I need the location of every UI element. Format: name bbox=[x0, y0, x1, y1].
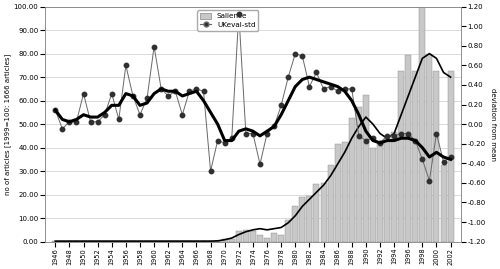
Bar bbox=[363, 95, 369, 242]
Bar bbox=[300, 197, 306, 242]
Legend: Salience, UKeval-std: Salience, UKeval-std bbox=[198, 10, 258, 31]
Bar bbox=[80, 241, 86, 242]
Bar bbox=[264, 238, 270, 242]
Bar bbox=[271, 233, 277, 242]
Bar bbox=[109, 241, 115, 242]
Bar bbox=[334, 144, 340, 242]
Bar bbox=[314, 184, 320, 242]
Bar bbox=[398, 71, 404, 242]
Bar bbox=[66, 241, 72, 242]
Bar bbox=[356, 107, 362, 242]
Bar bbox=[440, 165, 446, 242]
Bar bbox=[194, 241, 200, 242]
Bar bbox=[180, 241, 186, 242]
Bar bbox=[342, 142, 347, 242]
Bar bbox=[448, 71, 454, 242]
Bar bbox=[405, 55, 411, 242]
Y-axis label: deviation from mean: deviation from mean bbox=[490, 88, 496, 161]
Bar bbox=[123, 241, 129, 242]
Bar bbox=[328, 165, 334, 242]
Bar bbox=[74, 241, 80, 242]
Bar bbox=[278, 235, 284, 242]
Bar bbox=[370, 148, 376, 242]
Bar bbox=[285, 220, 291, 242]
Bar bbox=[229, 239, 235, 242]
Bar bbox=[186, 241, 192, 242]
Bar bbox=[420, 7, 426, 242]
Bar bbox=[158, 241, 164, 242]
Bar bbox=[384, 138, 390, 242]
Bar bbox=[137, 241, 143, 242]
Bar bbox=[292, 206, 298, 242]
Bar bbox=[130, 241, 136, 242]
Bar bbox=[88, 241, 94, 242]
Bar bbox=[214, 241, 220, 242]
Bar bbox=[426, 54, 432, 242]
Bar bbox=[349, 118, 355, 242]
Bar bbox=[200, 241, 206, 242]
Bar bbox=[94, 241, 100, 242]
Bar bbox=[236, 231, 242, 242]
Y-axis label: no of articles [1999=100: 1666 articles]: no of articles [1999=100: 1666 articles] bbox=[4, 54, 11, 195]
Bar bbox=[412, 71, 418, 242]
Bar bbox=[102, 241, 107, 242]
Bar bbox=[306, 196, 312, 242]
Bar bbox=[377, 141, 383, 242]
Bar bbox=[165, 241, 171, 242]
Bar bbox=[434, 71, 440, 242]
Bar bbox=[60, 241, 66, 242]
Bar bbox=[257, 235, 263, 242]
Bar bbox=[151, 241, 157, 242]
Bar bbox=[144, 241, 150, 242]
Bar bbox=[208, 241, 214, 242]
Bar bbox=[222, 239, 228, 242]
Bar bbox=[172, 241, 178, 242]
Bar bbox=[116, 241, 122, 242]
Bar bbox=[52, 241, 59, 242]
Bar bbox=[243, 230, 249, 242]
Bar bbox=[320, 183, 326, 242]
Bar bbox=[391, 132, 397, 242]
Bar bbox=[250, 231, 256, 242]
